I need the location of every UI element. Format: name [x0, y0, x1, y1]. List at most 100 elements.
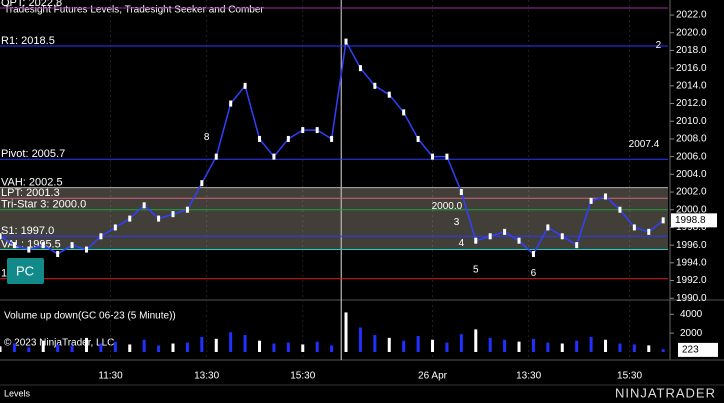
annotation: 6	[531, 268, 537, 279]
y-tick-label: 2012.0	[676, 98, 707, 109]
price-bar	[402, 109, 406, 116]
level-label: S1: 1997.0	[1, 225, 54, 237]
price-bar	[531, 250, 535, 257]
price-bar	[258, 135, 262, 142]
volume-bar	[661, 349, 665, 352]
annotation: 2000.0	[432, 201, 463, 212]
last-price-label: 1998.8	[675, 215, 706, 226]
level-label: Tri-Star 3: 2000.0	[1, 199, 86, 211]
volume-bar	[344, 312, 348, 352]
footer-tab: Levels	[4, 388, 31, 398]
y-tick-label: 1994.0	[676, 257, 707, 268]
volume-bar	[503, 339, 507, 352]
x-tick-label: 13:30	[516, 371, 541, 382]
volume-bar	[27, 347, 31, 352]
level-label: R1: 2018.5	[1, 35, 55, 47]
price-bar	[70, 242, 74, 249]
price-bar	[99, 233, 103, 240]
price-bar	[647, 228, 651, 235]
volume-bar	[459, 334, 463, 352]
x-tick-label: 13:30	[194, 371, 219, 382]
y-tick-label: 2000.0	[676, 204, 707, 215]
price-bar	[618, 206, 622, 213]
level-label: OPT: 2022.8	[1, 0, 62, 9]
annotation: 3	[454, 217, 460, 228]
y-tick-label: 2010.0	[676, 116, 707, 127]
y-tick-label: 1992.0	[676, 275, 707, 286]
price-bar	[185, 206, 189, 213]
price-bar	[171, 211, 175, 218]
volume-bar	[157, 345, 161, 352]
price-bar	[546, 224, 550, 231]
price-bar	[575, 242, 579, 249]
volume-bar	[70, 345, 74, 352]
y-tick-label: 2018.0	[676, 45, 707, 56]
price-bar	[488, 233, 492, 240]
volume-bar	[358, 327, 362, 352]
price-bar	[330, 135, 334, 142]
price-bar	[12, 242, 16, 249]
y-tick-label: 2002.0	[676, 187, 707, 198]
y-tick-label: 2014.0	[676, 80, 707, 91]
volume-bar	[488, 337, 492, 352]
volume-bar	[402, 340, 406, 352]
x-tick-label: 15:30	[617, 371, 642, 382]
y-tick-label: 2022.0	[676, 10, 707, 21]
price-bar	[128, 215, 132, 222]
volume-bar	[12, 343, 16, 352]
level-label: LPT: 2001.3	[1, 187, 60, 199]
volume-bar	[647, 345, 651, 352]
annotation: 4	[459, 238, 465, 249]
price-bar	[358, 65, 362, 72]
volume-title: Volume up down(GC 06-23 (5 Minute))	[4, 311, 176, 322]
price-bar	[373, 82, 377, 89]
volume-tick-label: 2000	[680, 328, 703, 339]
volume-bar	[258, 340, 262, 352]
pc-button[interactable]	[7, 258, 44, 284]
price-bar	[85, 246, 89, 253]
price-bar	[157, 215, 161, 222]
y-tick-label: 1990.0	[676, 293, 707, 304]
volume-bar	[330, 345, 334, 352]
volume-last-label: 223	[682, 345, 699, 356]
volume-bar	[387, 337, 391, 352]
volume-bar	[56, 344, 60, 352]
volume-bar	[286, 342, 290, 352]
volume-bar	[99, 343, 103, 352]
volume-bar	[373, 335, 377, 352]
price-bar	[27, 246, 31, 253]
annotation: 2	[656, 40, 662, 51]
price-bar	[286, 135, 290, 142]
copyright: © 2023 NinjaTrader, LLC	[4, 338, 114, 349]
price-bar	[142, 202, 146, 209]
y-tick-label: 2008.0	[676, 134, 707, 145]
volume-bar	[301, 344, 305, 352]
price-bar	[604, 193, 608, 200]
volume-bar	[128, 344, 132, 352]
price-bar	[344, 38, 348, 45]
volume-bar	[431, 339, 435, 352]
annotation: 2007.4	[629, 139, 660, 150]
volume-bar	[589, 336, 593, 352]
x-tick-label: 26 Apr	[418, 371, 448, 382]
volume-bar	[604, 339, 608, 352]
volume-bar	[214, 338, 218, 352]
volume-bar	[113, 341, 117, 352]
volume-last-box	[678, 342, 718, 357]
price-bar	[229, 100, 233, 107]
y-tick-label: 1996.0	[676, 240, 707, 251]
price-bar	[301, 127, 305, 134]
price-bar	[560, 233, 564, 240]
x-tick-label: 15:30	[290, 371, 315, 382]
price-bar	[459, 189, 463, 196]
price-bar	[214, 153, 218, 160]
y-tick-label: 2006.0	[676, 151, 707, 162]
price-bar	[272, 153, 276, 160]
price-bar	[503, 228, 507, 235]
x-tick-label: 11:30	[98, 371, 123, 382]
price-bar	[0, 233, 2, 240]
volume-bar	[560, 343, 564, 352]
pc-button-label[interactable]: PC	[16, 263, 34, 278]
volume-bar	[0, 346, 2, 352]
